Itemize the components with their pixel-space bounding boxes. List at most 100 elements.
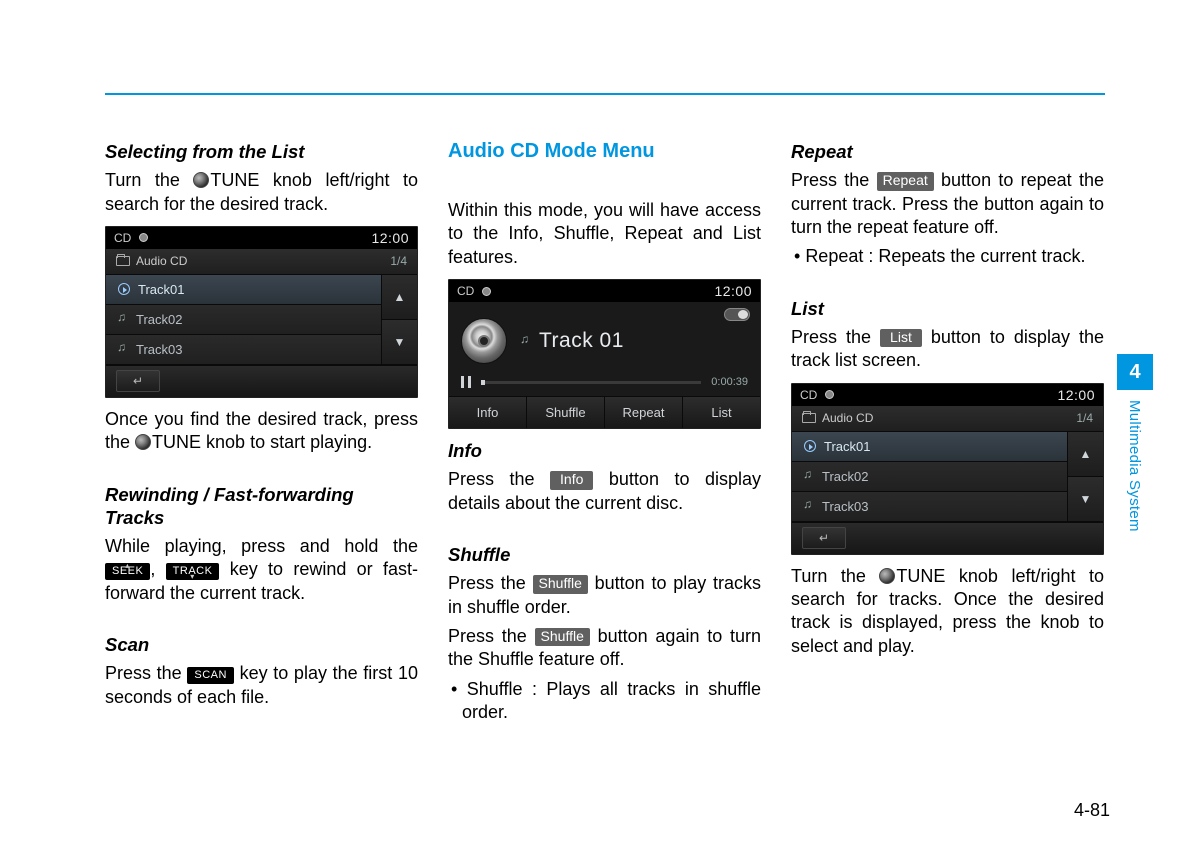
text: Press the bbox=[105, 663, 187, 683]
clock: 12:00 bbox=[1057, 387, 1095, 403]
source-label: CD bbox=[800, 388, 817, 402]
text: , bbox=[150, 559, 165, 579]
scroll-up-button[interactable]: ▲ bbox=[1068, 432, 1103, 477]
progress-bar[interactable] bbox=[481, 381, 701, 384]
track-count: 1/4 bbox=[390, 254, 407, 268]
repeat-button-chip: Repeat bbox=[877, 172, 934, 190]
bullet-shuffle: Shuffle : Plays all tracks in shuffle or… bbox=[448, 678, 761, 725]
heading-scan: Scan bbox=[105, 633, 418, 656]
music-note-icon bbox=[118, 313, 128, 325]
list-header: Audio CD 1/4 bbox=[106, 249, 417, 275]
text: Turn the bbox=[105, 170, 193, 190]
heading-list: List bbox=[791, 297, 1104, 320]
disc-icon bbox=[139, 233, 148, 242]
para: Turn the TUNE knob left/right to search … bbox=[105, 169, 418, 216]
tune-knob-icon bbox=[135, 434, 151, 450]
text: Press the bbox=[791, 170, 877, 190]
chapter-side-tab: 4 Multimedia System bbox=[1117, 354, 1153, 532]
track-label: Track03 bbox=[136, 342, 182, 357]
folder-icon bbox=[802, 413, 816, 423]
track-label: Track01 bbox=[824, 439, 870, 454]
scroll-down-button[interactable]: ▼ bbox=[1068, 477, 1103, 522]
music-note-icon bbox=[521, 335, 531, 347]
folder-icon bbox=[116, 256, 130, 266]
tune-knob-icon bbox=[879, 568, 895, 584]
page-number: 4-81 bbox=[1074, 800, 1110, 821]
scroll-up-button[interactable]: ▲ bbox=[382, 275, 417, 320]
column-1: Selecting from the List Turn the TUNE kn… bbox=[105, 140, 418, 725]
seek-key-chip: SEEK bbox=[105, 563, 150, 580]
heading-repeat: Repeat bbox=[791, 140, 1104, 163]
menu-shuffle-button[interactable]: Shuffle bbox=[527, 397, 605, 428]
text: While playing, press and hold the bbox=[105, 536, 418, 556]
text: TUNE knob to start playing. bbox=[152, 432, 372, 452]
para: Press the List button to display the tra… bbox=[791, 326, 1104, 373]
text: Press the bbox=[448, 469, 550, 489]
para: Press the Shuffle button to play tracks … bbox=[448, 572, 761, 619]
infotainment-list-screenshot: CD 12:00 Audio CD 1/4 Track01 Track02 Tr… bbox=[791, 383, 1104, 555]
track-label: Track01 bbox=[138, 282, 184, 297]
column-3: Repeat Press the Repeat button to repeat… bbox=[791, 140, 1104, 725]
cd-art-icon bbox=[461, 318, 507, 364]
track-row[interactable]: Track02 bbox=[792, 462, 1067, 492]
heading-info: Info bbox=[448, 439, 761, 462]
disc-icon bbox=[825, 390, 834, 399]
infotainment-player-screenshot: CD 12:00 Track 01 bbox=[448, 279, 761, 429]
back-button[interactable]: ↵ bbox=[116, 370, 160, 392]
clock: 12:00 bbox=[714, 283, 752, 299]
folder-label: Audio CD bbox=[136, 254, 187, 268]
menu-info-button[interactable]: Info bbox=[449, 397, 527, 428]
folder-label: Audio CD bbox=[822, 411, 873, 425]
para: Within this mode, you will have access t… bbox=[448, 199, 761, 269]
track-row[interactable]: Track01 bbox=[792, 432, 1067, 462]
clock: 12:00 bbox=[371, 230, 409, 246]
track-row[interactable]: Track03 bbox=[106, 335, 381, 365]
track-label: Track02 bbox=[822, 469, 868, 484]
heading-selecting-from-list: Selecting from the List bbox=[105, 140, 418, 163]
tune-knob-icon bbox=[193, 172, 209, 188]
pause-icon[interactable] bbox=[461, 376, 471, 388]
text: Press the bbox=[791, 327, 880, 347]
music-note-icon bbox=[804, 470, 814, 482]
scan-key-chip: SCAN bbox=[187, 667, 234, 684]
track-count: 1/4 bbox=[1076, 411, 1093, 425]
para: Press the Repeat button to repeat the cu… bbox=[791, 169, 1104, 239]
text: Press the bbox=[448, 626, 535, 646]
disc-icon bbox=[482, 287, 491, 296]
chapter-number: 4 bbox=[1117, 354, 1153, 390]
heading-audio-cd-mode-menu: Audio CD Mode Menu bbox=[448, 140, 761, 163]
back-button[interactable]: ↵ bbox=[802, 527, 846, 549]
para: Press the SCAN key to play the first 10 … bbox=[105, 662, 418, 709]
para: Once you find the desired track, press t… bbox=[105, 408, 418, 455]
para: Press the Info button to display details… bbox=[448, 468, 761, 515]
elapsed-time: 0:00:39 bbox=[711, 376, 748, 388]
play-icon bbox=[804, 440, 816, 452]
scroll-down-button[interactable]: ▼ bbox=[382, 320, 417, 365]
track-label: Track03 bbox=[822, 499, 868, 514]
source-label: CD bbox=[457, 284, 474, 298]
column-2: Audio CD Mode Menu Within this mode, you… bbox=[448, 140, 761, 725]
shuffle-button-chip: Shuffle bbox=[533, 575, 588, 593]
shuffle-button-chip: Shuffle bbox=[535, 628, 590, 646]
now-playing-title: Track 01 bbox=[539, 329, 624, 352]
list-header: Audio CD 1/4 bbox=[792, 406, 1103, 432]
track-row[interactable]: Track03 bbox=[792, 492, 1067, 522]
text: Turn the bbox=[791, 566, 879, 586]
para: Turn the TUNE knob left/right to search … bbox=[791, 565, 1104, 659]
heading-shuffle: Shuffle bbox=[448, 543, 761, 566]
source-label: CD bbox=[114, 231, 131, 245]
music-note-icon bbox=[118, 343, 128, 355]
play-icon bbox=[118, 283, 130, 295]
list-button-chip: List bbox=[880, 329, 922, 347]
menu-repeat-button[interactable]: Repeat bbox=[605, 397, 683, 428]
toggle-switch[interactable] bbox=[724, 308, 750, 321]
music-note-icon bbox=[804, 500, 814, 512]
header-rule bbox=[105, 93, 1105, 95]
text: Press the bbox=[448, 573, 533, 593]
menu-list-button[interactable]: List bbox=[683, 397, 760, 428]
chapter-title: Multimedia System bbox=[1126, 400, 1143, 532]
heading-rewind-ff: Rewinding / Fast-forwarding Tracks bbox=[105, 483, 418, 529]
track-row[interactable]: Track01 bbox=[106, 275, 381, 305]
bullet-repeat: Repeat : Repeats the current track. bbox=[791, 245, 1104, 268]
track-row[interactable]: Track02 bbox=[106, 305, 381, 335]
